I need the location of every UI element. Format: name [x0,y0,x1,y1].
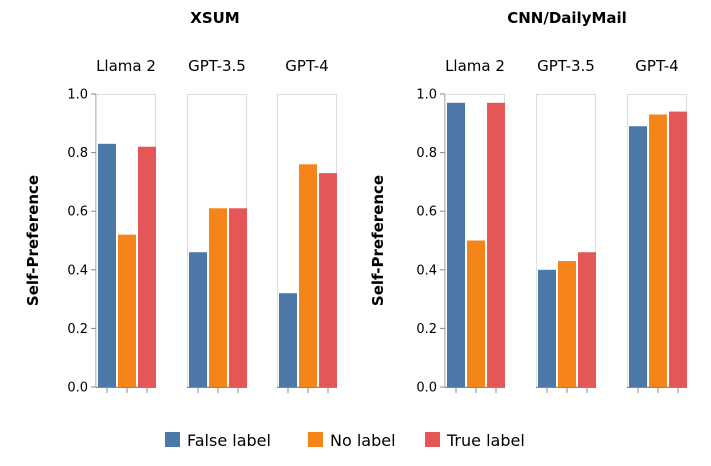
bar-false-label [447,102,465,387]
panel-gpt-3-5: GPT-3.5 [187,57,247,393]
bar-true-label [319,173,337,387]
y-tick-label: 1.0 [67,88,88,103]
panel-gpt-4: GPT-4 [277,57,337,393]
legend-swatch [165,432,180,447]
bar-no-label [299,164,317,387]
y-tick-label: 0.8 [67,146,88,161]
chart-1: CNN/DailyMail Self-Preference 0.0 0.2 0.4 0.6… [369,9,687,396]
y-axis-label: Self-Preference [24,175,42,306]
legend: False label No label True label [165,431,525,450]
chart-0: XSUM Self-Preference 0.0 0.2 0.4 0.6 0.8 1.0 Lla… [24,9,337,396]
y-tick-label: 0.6 [67,205,88,220]
panel-gpt-3-5: GPT-3.5 [536,57,596,393]
bar-true-label [229,208,247,387]
bar-no-label [467,240,485,387]
bar-no-label [209,208,227,387]
chart-title: CNN/DailyMail [507,9,627,27]
bar-true-label [578,252,596,387]
panel-title: GPT-3.5 [537,57,595,75]
legend-item-false-label: False label [165,431,271,450]
bar-no-label [118,234,136,387]
panel-title: Llama 2 [445,57,505,75]
y-tick-label: 0.0 [416,381,437,396]
bar-true-label [138,146,156,387]
bar-no-label [649,114,667,387]
bar-no-label [558,261,576,387]
bar-false-label [98,143,116,387]
panel-llama-2: Llama 2 [445,57,505,393]
legend-swatch [308,432,323,447]
y-tick-label: 0.4 [416,263,437,278]
y-tick-label: 0.0 [67,381,88,396]
chart-title: XSUM [190,9,239,27]
legend-swatch [425,432,440,447]
legend-item-true-label: True label [425,431,525,450]
legend-label: No label [330,431,396,450]
panel-title: GPT-4 [635,57,678,75]
y-axis-label: Self-Preference [369,175,387,306]
y-tick-label: 1.0 [416,88,437,103]
bar-false-label [189,252,207,387]
panel-title: GPT-4 [285,57,328,75]
panel-gpt-4: GPT-4 [627,57,687,393]
bar-false-label [629,126,647,387]
y-tick-label: 0.2 [416,322,437,337]
panel-llama-2: Llama 2 [96,57,156,393]
panel-title: Llama 2 [96,57,156,75]
y-tick-label: 0.8 [416,146,437,161]
y-tick-label: 0.2 [67,322,88,337]
bar-false-label [538,269,556,387]
y-tick-label: 0.6 [416,205,437,220]
legend-label: True label [446,431,525,450]
y-tick-label: 0.4 [67,263,88,278]
bar-true-label [487,102,505,387]
panel-title: GPT-3.5 [188,57,246,75]
legend-label: False label [187,431,271,450]
legend-item-no-label: No label [308,431,396,450]
bar-true-label [669,111,687,387]
bar-false-label [279,293,297,387]
